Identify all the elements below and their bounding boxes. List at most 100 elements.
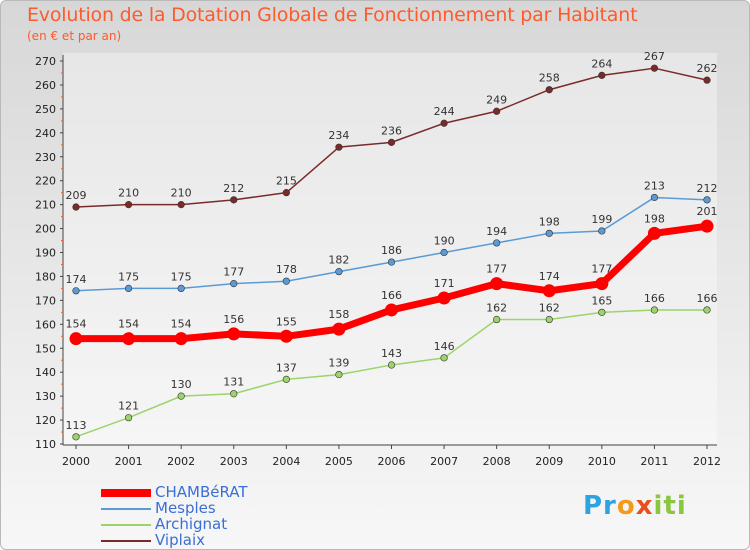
- data-point: [700, 219, 714, 233]
- data-label: 215: [276, 175, 297, 188]
- data-label: 162: [539, 302, 560, 315]
- series-mesples: 174 175 175 177 178 182 186 190 194 198 199 213 212: [66, 179, 718, 295]
- data-point: [124, 284, 133, 293]
- data-point: [598, 71, 606, 79]
- data-label: 165: [591, 294, 612, 307]
- data-label: 174: [539, 270, 560, 283]
- y-tick-label: 220: [35, 175, 56, 188]
- data-label: 130: [171, 378, 192, 391]
- chart-subtitle: (en € et par an): [27, 29, 122, 43]
- data-label: 158: [328, 308, 349, 321]
- data-point: [545, 315, 553, 324]
- data-point: [282, 375, 290, 383]
- data-point: [335, 143, 343, 151]
- data-point: [122, 332, 136, 346]
- data-label: 121: [118, 400, 139, 413]
- data-point: [124, 414, 133, 422]
- data-label: 190: [434, 235, 455, 248]
- y-tick-label: 270: [35, 55, 56, 68]
- data-label: 198: [644, 212, 665, 225]
- data-label: 154: [118, 318, 139, 331]
- data-point: [598, 308, 606, 316]
- data-point: [177, 284, 185, 293]
- data-point: [385, 303, 398, 317]
- data-label: 267: [644, 50, 665, 63]
- data-label: 199: [591, 213, 612, 226]
- data-label: 154: [171, 318, 192, 331]
- data-point: [387, 138, 396, 146]
- data-label: 175: [171, 270, 192, 283]
- data-point: [282, 277, 290, 285]
- data-point: [227, 327, 241, 341]
- data-label: 113: [66, 419, 87, 432]
- data-point: [174, 332, 188, 346]
- data-label: 234: [328, 129, 349, 142]
- data-point: [177, 201, 185, 209]
- data-label: 155: [276, 315, 297, 328]
- data-point: [440, 248, 448, 257]
- data-point: [72, 203, 80, 211]
- x-tick-label: 2003: [220, 455, 248, 468]
- data-point: [703, 306, 711, 314]
- data-label: 166: [381, 289, 402, 302]
- data-label: 198: [539, 215, 560, 228]
- data-label: 194: [486, 225, 507, 238]
- data-label: 210: [171, 187, 192, 200]
- data-label: 210: [118, 187, 139, 200]
- y-tick-label: 180: [35, 270, 56, 283]
- data-label: 177: [223, 266, 244, 279]
- data-point: [490, 277, 504, 291]
- data-point: [595, 277, 609, 291]
- y-tick-label: 240: [35, 127, 56, 140]
- data-label: 177: [591, 263, 612, 276]
- data-point: [493, 107, 501, 115]
- data-point: [493, 315, 501, 324]
- data-point: [542, 284, 556, 298]
- series-archignat: 113 121 130 131 137 139 143 146 162 162 165 166 166: [66, 292, 718, 441]
- data-label: 244: [434, 105, 455, 118]
- series-chamb-rat: 154 154 154 156 155 158 166 171 177 174 177 198 201: [66, 205, 718, 346]
- data-point: [440, 119, 448, 127]
- x-tick-label: 2004: [272, 455, 300, 468]
- data-point: [440, 354, 448, 362]
- data-point: [387, 361, 396, 369]
- data-label: 143: [381, 347, 402, 360]
- data-point: [437, 291, 451, 305]
- data-point: [332, 322, 346, 336]
- data-point: [335, 370, 343, 379]
- y-tick-label: 190: [35, 247, 56, 260]
- data-label: 171: [434, 277, 455, 290]
- data-label: 258: [539, 72, 560, 85]
- data-label: 178: [276, 263, 297, 276]
- legend-swatch: [101, 508, 151, 510]
- data-label: 249: [486, 93, 507, 106]
- data-label: 264: [591, 57, 612, 70]
- data-label: 201: [697, 205, 718, 218]
- data-label: 139: [328, 357, 349, 370]
- data-label: 166: [697, 292, 718, 305]
- data-point: [650, 64, 659, 72]
- data-label: 177: [486, 263, 507, 276]
- data-label: 186: [381, 244, 402, 257]
- data-label: 166: [644, 292, 665, 305]
- data-label: 262: [697, 62, 718, 75]
- plot-area: [63, 53, 717, 444]
- x-tick-label: 2000: [62, 455, 90, 468]
- x-tick-label: 2006: [378, 455, 406, 468]
- data-point: [69, 332, 83, 346]
- data-point: [703, 196, 711, 204]
- legend-label: Archignat: [155, 515, 228, 533]
- x-tick-label: 2012: [693, 455, 721, 468]
- data-point: [230, 196, 238, 204]
- y-tick-label: 120: [35, 414, 56, 427]
- data-point: [72, 287, 80, 295]
- data-point: [230, 390, 238, 398]
- data-label: 212: [223, 182, 244, 195]
- data-label: 154: [66, 318, 87, 331]
- data-label: 236: [381, 124, 402, 137]
- legend-swatch: [101, 489, 151, 497]
- data-point: [335, 268, 343, 276]
- x-tick-label: 2002: [167, 455, 195, 468]
